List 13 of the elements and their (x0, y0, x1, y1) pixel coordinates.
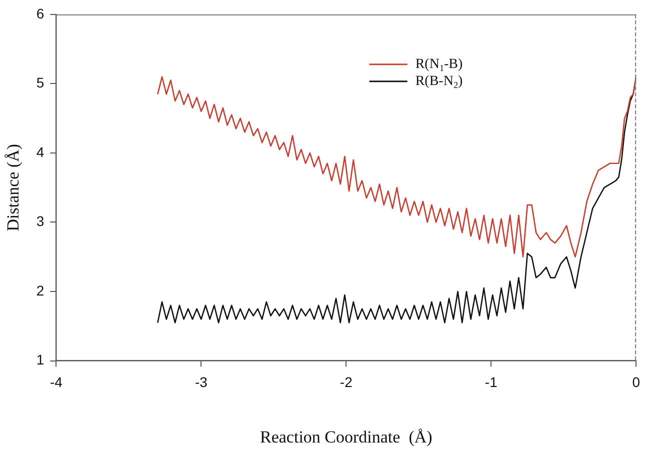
y-tick-label: 5 (36, 74, 44, 91)
x-tick-label: -4 (50, 374, 63, 390)
y-axis-title: Distance (Å) (4, 144, 23, 232)
x-axis-title: Reaction Coordinate (Å) (260, 427, 432, 446)
x-tick-label: -3 (194, 374, 208, 390)
y-tick-label: 3 (36, 213, 44, 230)
x-tick-label: 0 (632, 374, 640, 390)
y-tick-label: 4 (36, 144, 44, 160)
x-tick-label: -2 (340, 374, 353, 390)
y-tick-label: 6 (36, 5, 44, 22)
y-tick-label: 2 (36, 282, 44, 298)
x-tick-label: -1 (484, 374, 498, 390)
y-tick-label: 1 (36, 352, 44, 368)
